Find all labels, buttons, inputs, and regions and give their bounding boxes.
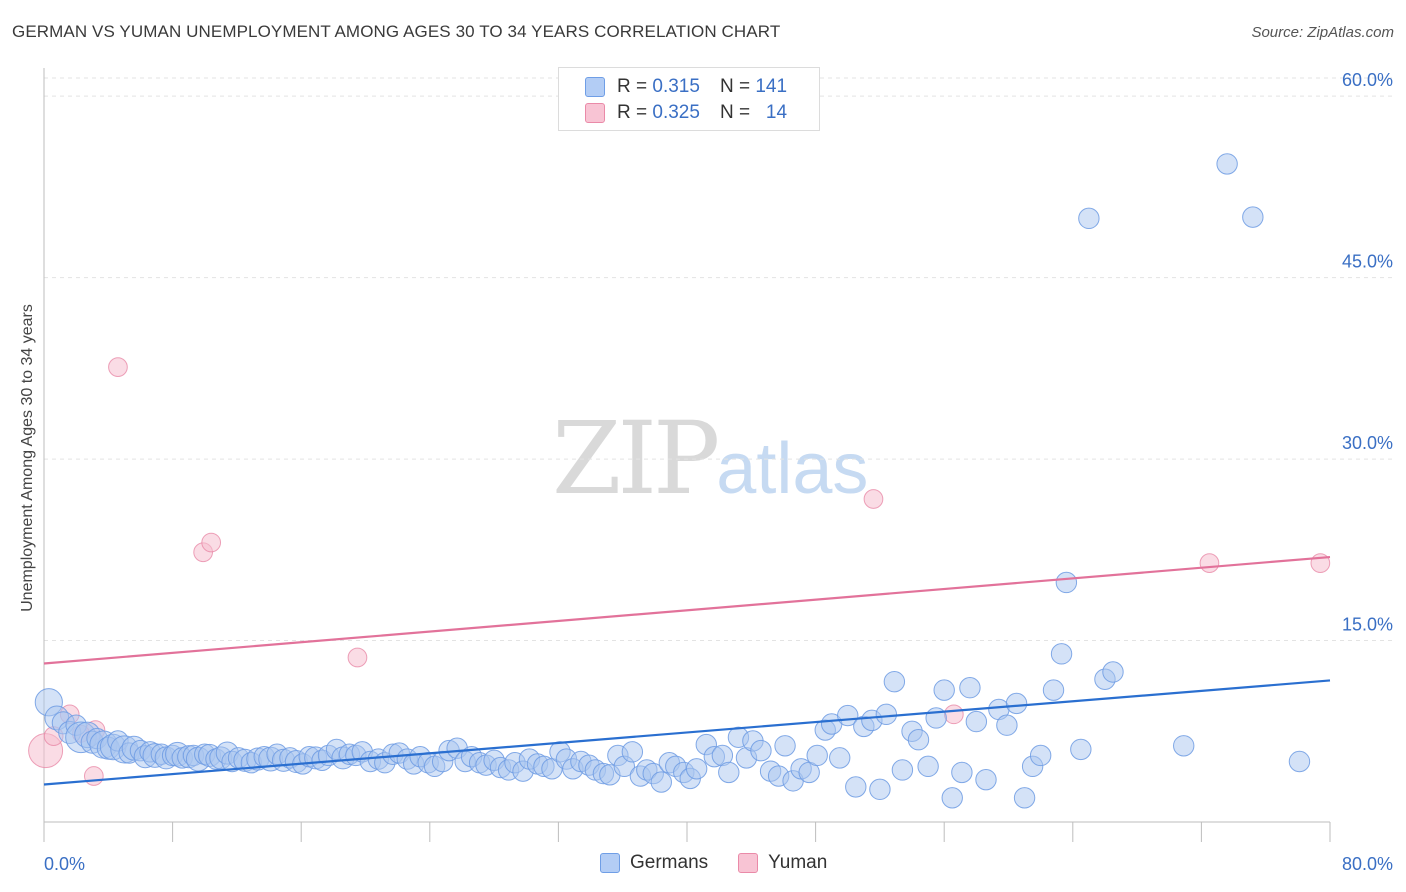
yuman-point (943, 704, 964, 725)
legend-r-label: R = (617, 76, 648, 97)
legend-r-value: 0.325 (652, 102, 700, 123)
legend-row-yuman: R = 0.325 N = 14 (585, 101, 787, 125)
german-points (34, 153, 1311, 809)
legend-n-label: N = (719, 76, 751, 97)
legend-item-germans[interactable]: Germans (600, 852, 708, 874)
german-point (650, 771, 672, 793)
german-point (806, 744, 828, 767)
german-point (774, 735, 796, 757)
german-point (1242, 206, 1264, 228)
yuman-point (201, 532, 222, 553)
german-point (1005, 692, 1028, 715)
german-point (1288, 750, 1311, 773)
german-point (1055, 571, 1078, 594)
correlation-legend: R = 0.315 N = 141 R = 0.325 N = 14 (558, 67, 820, 131)
trend-lines (43, 555, 1331, 786)
german-point (883, 670, 906, 693)
legend-row-germans: R = 0.315 N = 141 (585, 75, 787, 99)
german-point (1042, 679, 1065, 701)
german-point (996, 714, 1018, 736)
german-point (1029, 744, 1052, 767)
watermark-atlas: atlas (716, 429, 869, 509)
chart-title: GERMAN VS YUMAN UNEMPLOYMENT AMONG AGES … (12, 22, 781, 41)
germans-swatch (585, 77, 605, 97)
german-point (1173, 735, 1195, 757)
german-point (891, 759, 914, 781)
source-label: Source: ZipAtlas.com (1251, 24, 1394, 41)
yuman-point (1199, 553, 1220, 573)
german-point (1078, 207, 1100, 230)
y-tick-label: 45.0% (1342, 252, 1393, 272)
yuman-point (863, 489, 884, 509)
y-tick-label: 30.0% (1342, 433, 1393, 453)
grid-lines (44, 77, 1392, 642)
german-point (621, 741, 644, 763)
german-point (975, 768, 997, 791)
german-point (959, 677, 981, 699)
series-legend: Germans Yuman (600, 852, 857, 874)
german-point (685, 758, 708, 780)
german-point (1216, 153, 1238, 175)
german-point (965, 710, 988, 733)
yuman-point (108, 357, 128, 377)
german-point (750, 739, 772, 762)
yuman-legend-swatch (738, 853, 759, 873)
german-point (845, 776, 867, 798)
legend-r-label: R = (617, 102, 648, 123)
yuman-trend-line (43, 555, 1331, 665)
legend-n-value: 141 (755, 76, 788, 97)
x-tick-label: 80.0% (1342, 854, 1393, 874)
german-point (917, 755, 939, 778)
german-point (907, 729, 930, 751)
yuman-swatch (585, 103, 605, 123)
germans-trend-line (43, 679, 1331, 786)
legend-r-value: 0.315 (652, 76, 700, 97)
german-point (1013, 787, 1036, 809)
german-point (941, 787, 963, 809)
german-point (718, 761, 740, 784)
germans-legend-swatch (600, 853, 620, 873)
german-point (1070, 738, 1092, 761)
x-tick-label: 0.0% (44, 854, 85, 874)
german-point (951, 761, 973, 784)
yuman-legend-label: Yuman (768, 852, 828, 873)
axes (43, 68, 1331, 842)
legend-n-label: N = (719, 102, 751, 123)
german-point (869, 778, 891, 801)
germans-legend-label: Germans (630, 852, 709, 873)
german-point (933, 679, 955, 701)
yuman-point (83, 766, 104, 786)
yuman-points (28, 357, 1331, 786)
y-tick-label: 15.0% (1342, 615, 1393, 635)
watermark-zip: ZIP (552, 400, 720, 517)
y-tick-label: 60.0% (1342, 70, 1393, 90)
tick-labels: 15.0% 30.0% 45.0% 60.0% 0.0% 80.0% (44, 70, 1393, 874)
watermark: ZIPatlas (552, 400, 868, 517)
german-point (875, 703, 898, 726)
german-point (829, 747, 851, 769)
legend-item-yuman[interactable]: Yuman (738, 852, 827, 874)
german-point (1102, 661, 1124, 683)
yuman-point (347, 647, 368, 668)
legend-n-value: 14 (765, 102, 788, 123)
german-point (1050, 643, 1073, 665)
